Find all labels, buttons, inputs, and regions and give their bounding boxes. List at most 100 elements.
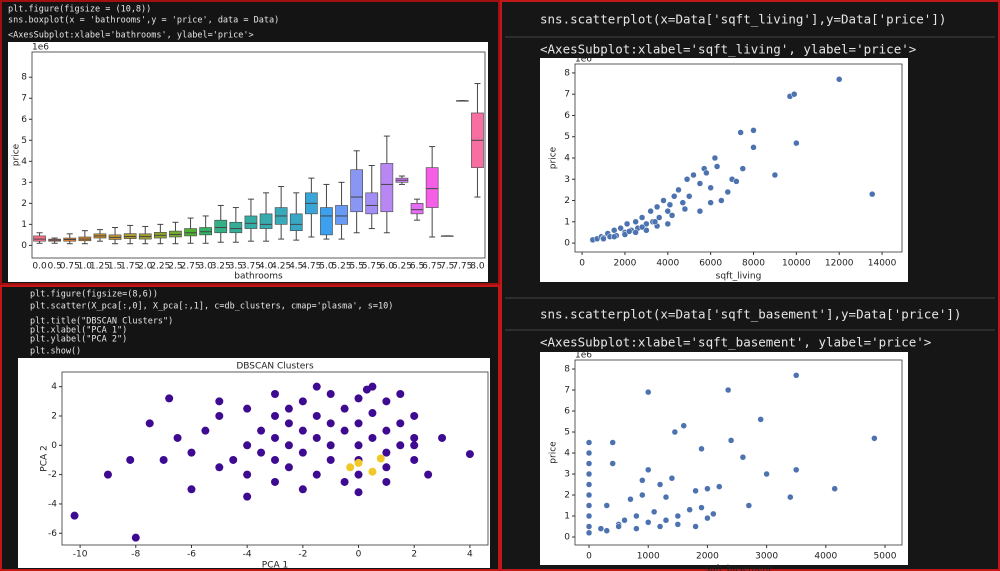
point [585, 481, 593, 488]
point [354, 441, 363, 450]
point [326, 419, 335, 428]
point [750, 127, 757, 134]
point [585, 439, 593, 446]
point [651, 218, 659, 226]
y-tick-label: 8 [564, 365, 570, 375]
x-tick-label: 4 [467, 550, 473, 560]
point [716, 483, 723, 490]
x-tick-label: 5.0 [319, 262, 334, 272]
x-tick-label: 2.75 [181, 262, 201, 272]
x-tick-label: 4.5 [289, 262, 303, 272]
point [625, 228, 633, 235]
x-axis-label: sqft_basement [705, 565, 772, 571]
y-tick-label: 4 [51, 382, 57, 392]
x-tick-label: 6.5 [410, 262, 424, 272]
point [145, 419, 154, 428]
plot-image [8, 42, 488, 282]
point [681, 205, 689, 213]
point [271, 389, 279, 398]
box [425, 167, 439, 208]
point [650, 508, 658, 516]
x-tick-label: 2.0 [138, 262, 153, 272]
point [692, 523, 699, 530]
point [686, 506, 693, 513]
point [632, 229, 639, 236]
y-tick-label: 1 [564, 512, 570, 522]
point [410, 411, 419, 420]
point [627, 495, 634, 503]
y-offset-label: 1e6 [575, 55, 592, 65]
point [410, 441, 419, 450]
point [201, 426, 210, 435]
point [585, 512, 593, 520]
point [644, 466, 652, 474]
point [670, 193, 678, 200]
plot-image [540, 58, 908, 282]
point [284, 463, 293, 472]
point [103, 470, 112, 479]
y-tick-label: 4 [21, 157, 27, 167]
point [257, 426, 266, 435]
box [350, 169, 363, 213]
point [396, 389, 405, 398]
point [639, 477, 646, 484]
point [643, 220, 650, 228]
point [704, 514, 711, 522]
x-tick-label: 1.75 [120, 262, 140, 272]
chart-title: DBSCAN Clusters [236, 362, 314, 372]
point [771, 171, 779, 179]
point [644, 519, 652, 526]
point [438, 433, 447, 442]
point [465, 450, 474, 459]
y-offset-label: 1e6 [575, 351, 592, 361]
x-tick-label: 4.25 [271, 262, 291, 272]
point [271, 433, 279, 442]
point [396, 441, 405, 450]
x-tick-label: 2000 [696, 552, 719, 562]
point [655, 214, 663, 221]
y-tick-label: 5 [564, 132, 570, 142]
point [718, 197, 725, 204]
point [724, 188, 732, 196]
cell-output: <AxesSubplot:xlabel='sqft_living', ylabe… [540, 42, 916, 57]
y-axis-label: price [549, 441, 559, 464]
plot-image [18, 358, 490, 568]
point [733, 178, 740, 185]
point [633, 525, 640, 532]
y-offset-label: 1e6 [32, 43, 49, 53]
point [639, 491, 646, 499]
x-tick-label: 2 [411, 550, 417, 560]
point [664, 207, 672, 215]
y-tick-label: 5 [564, 428, 570, 438]
point [621, 231, 629, 238]
y-tick-label: 1 [21, 220, 27, 230]
code-line: plt.show() [30, 347, 81, 357]
point [382, 397, 391, 406]
box [365, 192, 379, 215]
point [787, 493, 794, 501]
code-line: sns.boxplot(x = 'bathrooms',y = 'price',… [8, 16, 279, 26]
code-line: sns.scatterplot(x=Data['sqft_living'],y=… [540, 12, 946, 27]
box [244, 215, 258, 229]
point [257, 448, 266, 457]
point [585, 529, 593, 537]
x-tick-label: 3000 [755, 552, 778, 562]
point [354, 419, 363, 428]
point [683, 176, 691, 183]
point [215, 397, 224, 406]
code-line: plt.figure(figsize=(8,6)) [30, 290, 158, 300]
point [362, 385, 371, 394]
point [638, 223, 646, 231]
y-tick-label: 3 [564, 175, 570, 185]
code-texts: plt.figure(figsize = (10,8)) sns.boxplot… [8, 5, 961, 357]
x-tick-label: 8.0 [470, 262, 485, 272]
x-tick-label: 2.5 [168, 262, 182, 272]
y-axis-label: PCA 2 [40, 445, 50, 471]
y-tick-label: 3 [21, 178, 27, 188]
point [173, 433, 182, 442]
point [711, 154, 719, 162]
x-tick-label: 1000 [637, 552, 660, 562]
box [410, 203, 424, 215]
point [271, 477, 279, 486]
